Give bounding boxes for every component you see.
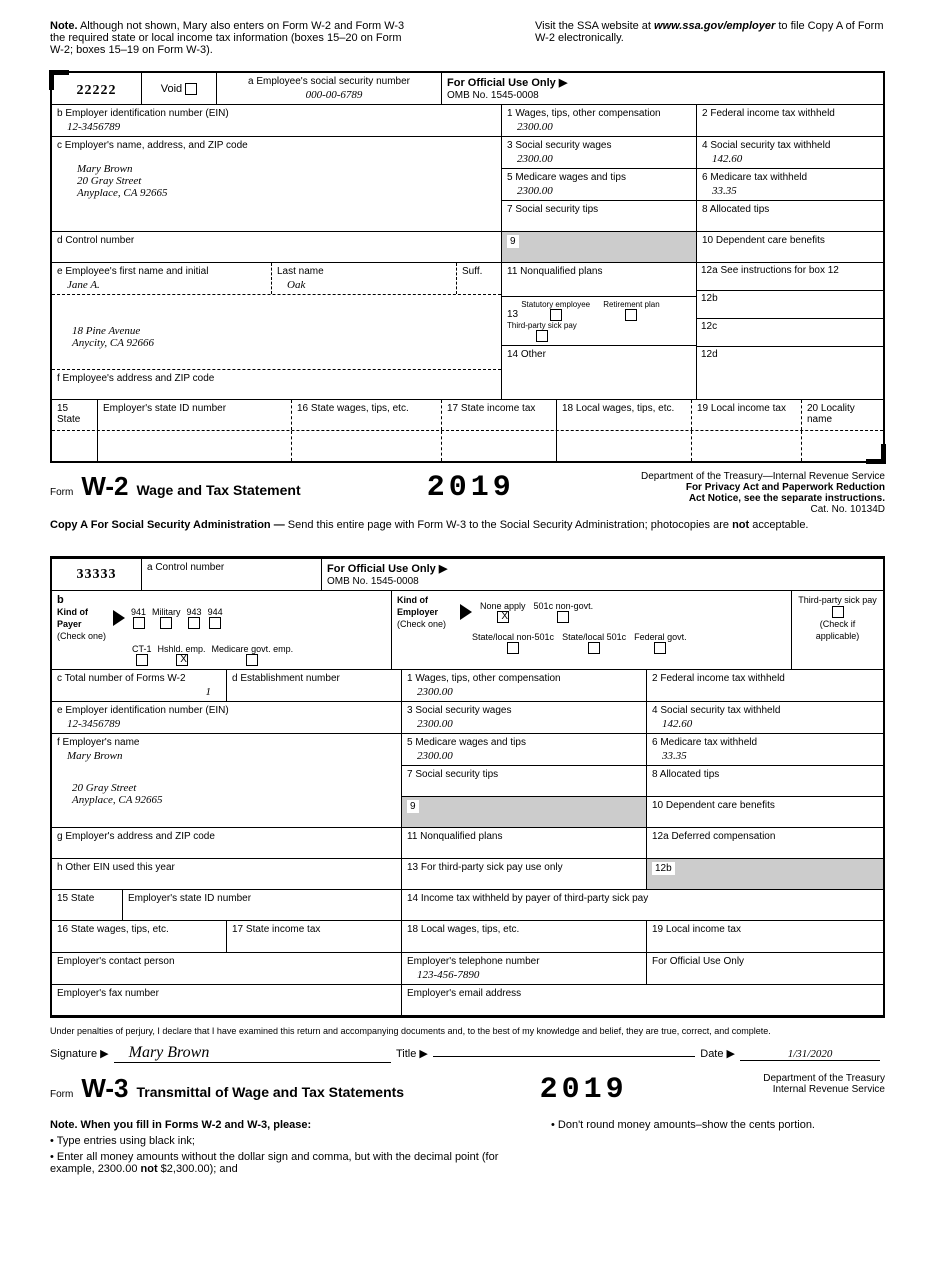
signature-date: 1/31/2020 [740,1048,880,1061]
note-left: Although not shown, Mary also enters on … [50,20,404,56]
signature: Mary Brown [114,1044,391,1063]
hshld-checkbox[interactable] [176,654,188,666]
ssn: 000-00-6789 [222,87,436,101]
arrow-icon [460,604,472,620]
arrow-icon [113,610,125,626]
w3-notes: Note. When you fill in Forms W-2 and W-3… [50,1119,885,1179]
form-w3: 33333 a Control number For Official Use … [50,556,885,1018]
w2-footer: Form W-2 Wage and Tax Statement 2019 Dep… [50,471,885,515]
wages: 2300.00 [507,119,691,133]
employer-name: Mary Brown [77,163,496,175]
none-apply-checkbox[interactable] [497,611,509,623]
signature-row: Signature ▶ Mary Brown Title ▶ Date ▶ 1/… [50,1044,885,1063]
void-checkbox[interactable] [185,83,197,95]
ein: 12-3456789 [57,119,496,133]
form-w2: 22222 Void a Employee's social security … [50,71,885,463]
header-notes: Note. Although not shown, Mary also ente… [50,20,885,56]
w2-year: 2019 [427,471,515,505]
w3-footer: Form W-3 Transmittal of Wage and Tax Sta… [50,1073,885,1107]
w2-form-id: 22222 [77,83,117,98]
perjury-statement: Under penalties of perjury, I declare th… [50,1026,885,1036]
